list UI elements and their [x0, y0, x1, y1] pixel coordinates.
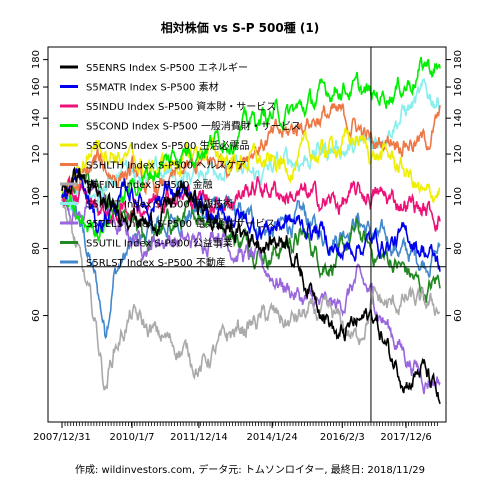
x-axis: 2007/12/31 2010/1/7 2011/12/14 2014/1/24 201…: [33, 421, 440, 443]
x-tick-label: 2014/1/24: [247, 432, 298, 443]
series-line-2: [61, 168, 441, 272]
series-layer: [61, 56, 441, 405]
legend: S5ENRS Index S-P500 エネルギー S5MATR Index S-…: [60, 62, 301, 269]
series-line-9: [61, 180, 441, 395]
y-tick-label-right: 80: [453, 242, 464, 255]
legend-label-10: S5UTIL Index S-P500 公益事業: [86, 237, 233, 250]
y-tick-label-right: 140: [453, 109, 464, 128]
legend-label-7: S5FINL Index S-P500 金融: [86, 178, 213, 191]
legend-label-8: S5INFT Index S-P500 情報技術: [86, 198, 233, 211]
series-line-1: [61, 166, 441, 405]
y-tick-label-right: 180: [453, 50, 464, 69]
y-axis-right: 60 80 100 120 140 160 180: [445, 50, 464, 322]
legend-label-11: S5RLST Index S-P500 不動産: [86, 256, 226, 269]
y-tick-label-right: 160: [453, 77, 464, 96]
legend-label-2: S5MATR Index S-P500 素材: [86, 81, 219, 94]
series-line-11: [61, 190, 441, 340]
y-tick-label-left: 60: [31, 309, 42, 322]
legend-label-9: S5TELS Index S-P500 電気通信サービス: [86, 217, 275, 230]
y-tick-label-left: 100: [31, 187, 42, 206]
legend-label-6: S5HLTH Index S-P500 ヘルスケア: [86, 160, 246, 172]
y-tick-label-right: 100: [453, 187, 464, 206]
x-tick-label: 2016/2/3: [320, 432, 365, 443]
x-tick-label: 2017/12/6: [380, 432, 431, 443]
y-tick-label-left: 80: [31, 242, 42, 255]
y-tick-label-left: 120: [31, 145, 42, 164]
y-tick-label-left: 140: [31, 109, 42, 128]
series-line-6: [61, 102, 441, 200]
x-tick-label: 2007/12/31: [33, 432, 91, 443]
x-tick-label: 2010/1/7: [110, 432, 155, 443]
y-tick-label-left: 160: [31, 77, 42, 96]
y-axis-left: 60 80 100 120 140 160 180: [31, 50, 49, 322]
legend-label-3: S5INDU Index S-P500 資本財・サービス: [86, 100, 276, 113]
y-tick-label-right: 60: [453, 309, 464, 322]
x-tick-label: 2011/12/14: [170, 432, 228, 443]
legend-label-5: S5CONS Index S-P500 生活必需品: [86, 139, 250, 152]
series-line-7: [61, 194, 441, 391]
legend-label-1: S5ENRS Index S-P500 エネルギー: [86, 62, 248, 74]
y-tick-label-right: 120: [453, 145, 464, 164]
crosshair: [48, 47, 446, 422]
y-tick-label-left: 180: [31, 50, 42, 69]
series-line-4: [61, 56, 441, 243]
series-line-3: [61, 174, 441, 232]
series-line-5: [61, 127, 441, 204]
legend-label-4: S5COND Index S-P500 一般消費財・サービス: [86, 120, 301, 133]
chart-caption: 作成: wildinvestors.com, データ元: トムソンロイター, 最…: [75, 463, 425, 476]
chart-title: 相対株価 vs S-P 500種 (1): [161, 20, 319, 35]
